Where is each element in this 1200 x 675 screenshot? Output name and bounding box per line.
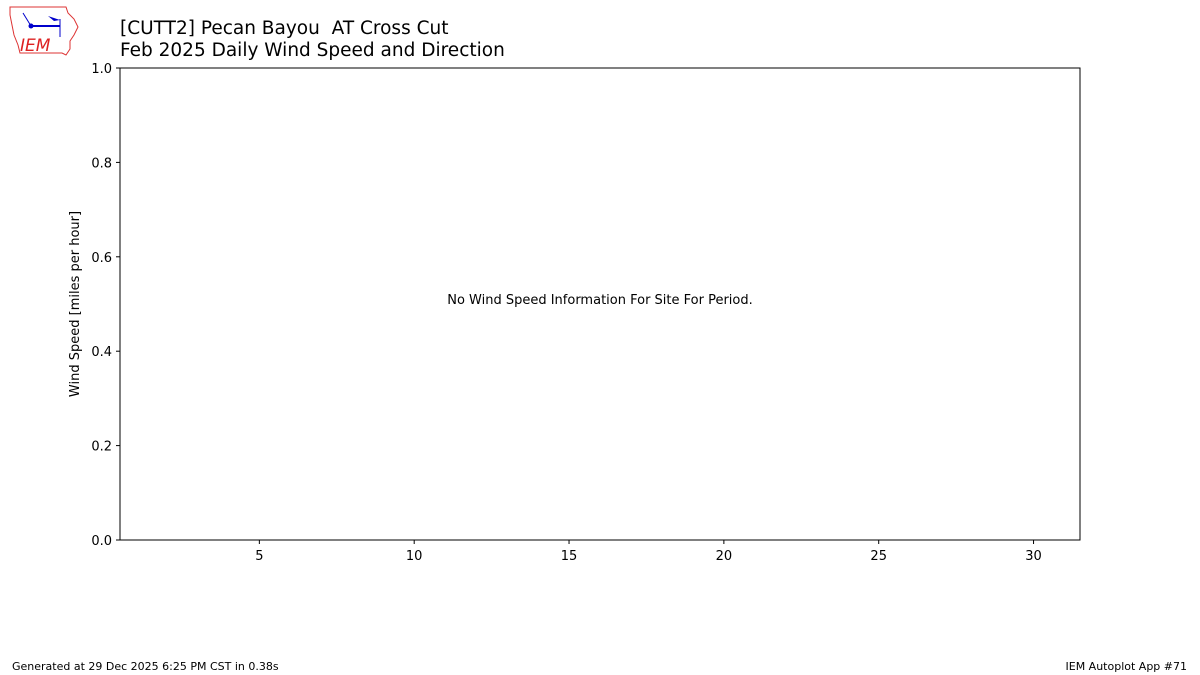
x-tick-label: 30 xyxy=(1025,549,1042,564)
no-data-annotation: No Wind Speed Information For Site For P… xyxy=(447,293,753,308)
y-tick-label: 1.0 xyxy=(91,62,112,77)
generated-timestamp: Generated at 29 Dec 2025 6:25 PM CST in … xyxy=(12,660,279,673)
chart-title-line2: Feb 2025 Daily Wind Speed and Direction xyxy=(120,40,505,61)
y-axis-label: Wind Speed [miles per hour] xyxy=(68,211,83,397)
svg-text:IEM: IEM xyxy=(20,36,51,56)
y-tick-label: 0.2 xyxy=(91,440,112,455)
x-tick-label: 15 xyxy=(561,549,578,564)
chart-title-line1: [CUTT2] Pecan Bayou AT Cross Cut xyxy=(120,18,449,39)
x-tick-label: 5 xyxy=(255,549,263,564)
y-tick-label: 0.0 xyxy=(91,534,112,549)
x-tick-label: 20 xyxy=(716,549,733,564)
y-axis: 0.0 0.2 0.4 0.6 0.8 1.0 xyxy=(91,62,120,549)
y-tick-label: 0.4 xyxy=(91,345,112,360)
y-tick-label: 0.8 xyxy=(91,156,112,171)
x-tick-label: 25 xyxy=(870,549,887,564)
app-label: IEM Autoplot App #71 xyxy=(1065,660,1188,673)
iem-logo: IEM xyxy=(8,5,80,63)
plot-area xyxy=(119,67,1081,541)
x-axis: 5 10 15 20 25 30 xyxy=(255,540,1042,564)
x-tick-label: 10 xyxy=(406,549,423,564)
y-tick-label: 0.6 xyxy=(91,251,112,266)
